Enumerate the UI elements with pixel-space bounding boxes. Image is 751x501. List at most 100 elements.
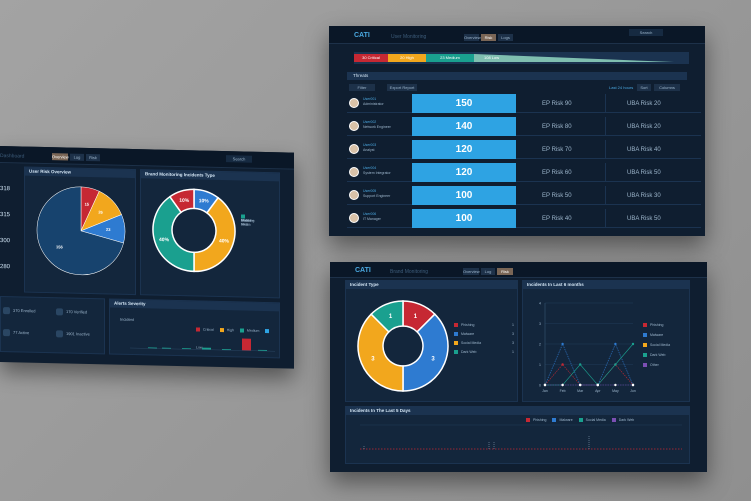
series-line-2 (545, 343, 634, 386)
uba-risk: UBA Risk 40 (627, 147, 661, 153)
user-name: User004 (363, 166, 377, 170)
user-row[interactable]: User001 Administrator 150 EP Risk 90 UBA… (347, 94, 701, 113)
left-tab-log[interactable]: Log (70, 153, 84, 161)
legend-swatch (643, 353, 647, 358)
stat-item: 170 Verified (56, 308, 87, 316)
legend-swatch (643, 343, 647, 348)
series-point-3-4 (614, 383, 617, 387)
user-row[interactable]: User006 IT Manager 100 EP Risk 40 UBA Ri… (347, 209, 701, 228)
left-search-input[interactable]: Search (226, 155, 252, 163)
user-risk-label-2: 23 (106, 227, 111, 232)
left-tab-risk[interactable]: Risk (86, 153, 100, 162)
user-role: Support Engineer (363, 194, 391, 198)
x-tick-3: Apr (595, 389, 601, 393)
user-icon (56, 330, 63, 338)
alerts-bars (130, 338, 275, 352)
tab-overview[interactable]: Overview (464, 34, 481, 41)
avatar (349, 213, 359, 223)
brand-incidents-donut: 10% 40% 40% 10% (152, 188, 236, 273)
tab-risk[interactable]: Risk (481, 34, 496, 41)
user-row[interactable]: User005 Support Engineer 100 EP Risk 50 … (347, 186, 701, 205)
x-tick-4: May (612, 389, 619, 393)
legend-value: 1 (512, 323, 514, 327)
kpi-1: 318 (0, 186, 11, 193)
user-row[interactable]: User004 System Integrator 120 EP Risk 60… (347, 163, 701, 182)
uba-risk: UBA Risk 20 (627, 124, 661, 130)
left-tab-overview[interactable]: Overview (52, 153, 69, 161)
app-subtitle: User Monitoring (391, 34, 427, 40)
legend-label: Malware (559, 418, 573, 422)
bottom-logo: CATI (355, 267, 371, 274)
days-legend-item: Malware (552, 418, 573, 423)
bottom-tab-overview[interactable]: Overview (463, 268, 480, 275)
legend-swatch (454, 332, 458, 337)
row-divider (605, 163, 606, 182)
stat-label: 170 Verified (66, 309, 88, 315)
ep-risk: EP Risk 60 (542, 170, 572, 176)
legend-label: Dark Web (618, 418, 635, 422)
incidents-days-chart (360, 424, 682, 450)
incident-donut-label-0: 1 (414, 314, 418, 320)
incident-type-title: Incident Type (346, 281, 517, 289)
legend-swatch (454, 341, 458, 346)
user-role: Network Engineer (363, 125, 391, 129)
filter-button[interactable]: Filter (349, 84, 375, 91)
enrollment-stats: 370 Enrolled 170 Verified 77 Active 1901 In… (1, 297, 104, 338)
legend-label: Phishing (650, 323, 664, 327)
series-point-2-5 (631, 342, 635, 346)
uba-risk: UBA Risk 30 (627, 193, 661, 199)
incident-donut-label-2: 3 (371, 356, 375, 362)
risk-low-label: 108 Low (484, 55, 500, 60)
bottom-tab-risk[interactable]: Risk (497, 268, 513, 275)
days-legend-item: Phishing (526, 418, 546, 423)
incidents-months-chart: 0 1 2 3 4 Jan Feb Mar Apr May Jun (539, 302, 636, 394)
columns-button[interactable]: Columns (654, 84, 680, 91)
brand-donut-slice-3 (168, 188, 195, 214)
legend-swatch (643, 323, 647, 328)
legend-swatch (643, 333, 647, 338)
avatar (349, 144, 359, 154)
user-risk-card: User Risk Overview 15 26 23 156 (24, 166, 136, 296)
avatar (349, 98, 359, 108)
legend-swatch (526, 418, 530, 423)
series-point-2-2 (579, 363, 582, 366)
incident-type-legend: Phishing 1 Malware 3 Social Media 3 Dark Web 1 (454, 323, 514, 359)
user-row[interactable]: User003 Analyst 120 EP Risk 70 UBA Risk … (347, 140, 701, 159)
brand-donut-label-0: 10% (199, 198, 210, 204)
avatar (349, 167, 359, 177)
ep-risk: EP Risk 50 (542, 193, 572, 199)
incident-legend-item: Dark Web 1 (454, 350, 514, 355)
bottom-tab-log[interactable]: Log (481, 268, 495, 275)
incidents-months-card: Incidents In Last 6 months 0 1 2 3 4 Jan Feb Ma… (522, 280, 690, 402)
legend-label: Malware (650, 333, 664, 338)
series-point-3-0 (543, 383, 547, 387)
x-tick-0: Jan (542, 389, 548, 393)
export-button[interactable]: Export Report (387, 84, 417, 91)
series-point-2-4 (614, 363, 617, 366)
risk-score: 120 (412, 163, 516, 182)
legend-swatch (611, 418, 616, 423)
ep-risk: EP Risk 70 (542, 147, 572, 153)
legend-value: 3 (512, 341, 514, 346)
month-legend-item: Malware (643, 333, 670, 338)
risk-score: 100 (412, 186, 516, 205)
legend-swatch (578, 418, 583, 423)
user-risk-dashboard: CATI User Monitoring Overview Risk Logs … (329, 26, 705, 236)
month-legend-item: Social Media (643, 343, 670, 348)
sort-button[interactable]: Sort (637, 84, 651, 91)
days-legend-item: Social Media (578, 418, 606, 423)
ep-risk: EP Risk 90 (542, 101, 572, 107)
left-subtitle: Dashboard (0, 153, 25, 160)
incidents-days-card: Incidents In The Last 5 Days Phishing Mal… (345, 406, 690, 464)
user-row[interactable]: User002 Network Engineer 140 EP Risk 80 … (347, 117, 701, 136)
brand-donut-label-2: 40% (159, 237, 170, 243)
y-tick-0: 0 (539, 384, 541, 388)
search-input[interactable]: Search (629, 29, 663, 36)
ep-risk: EP Risk 40 (542, 216, 572, 222)
tab-logs[interactable]: Logs (498, 34, 513, 41)
user-name: User001 (363, 97, 377, 101)
bottom-top-bar: CATI Brand Monitoring Overview Log Risk (330, 262, 707, 278)
alert-bar-3 (202, 347, 211, 350)
series-point-3-1 (561, 383, 564, 387)
